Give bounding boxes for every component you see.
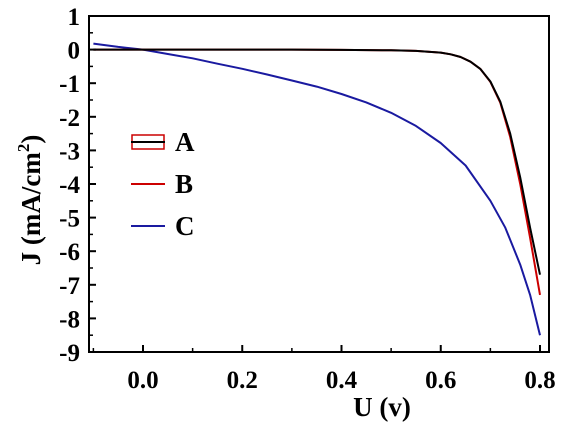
y-tick-label: -2 bbox=[59, 105, 80, 132]
y-tick-label: -9 bbox=[59, 340, 80, 367]
y-axis-title-tail: ) bbox=[16, 135, 46, 144]
y-tick-label: -1 bbox=[59, 71, 80, 98]
series-layer bbox=[93, 42, 541, 336]
y-axis-title-main: J (mA/cm bbox=[16, 152, 46, 266]
ticks-layer: 1 0 -1 -2 -3 -4 -5 -6 -7 -8 -9 0.0 0.2 0.4 0.6 0.8 bbox=[59, 4, 555, 394]
y-axis-title: J (mA/cm2) bbox=[14, 135, 46, 266]
y-tick-label: -4 bbox=[59, 172, 80, 199]
x-tick-label: 0.4 bbox=[326, 367, 358, 394]
y-tick-label: -7 bbox=[59, 273, 80, 300]
legend-label-c: C bbox=[175, 211, 195, 241]
x-tick-label: 0.0 bbox=[127, 367, 158, 394]
x-tick-label: 0.8 bbox=[524, 367, 555, 394]
legend: ABC bbox=[131, 127, 195, 241]
series-line-a bbox=[93, 48, 541, 275]
y-tick-label: -6 bbox=[59, 239, 80, 266]
y-tick-label: -5 bbox=[59, 206, 80, 233]
y-tick-label: -8 bbox=[59, 306, 80, 333]
legend-label-a: A bbox=[175, 127, 195, 157]
x-axis-title: U (v) bbox=[353, 392, 411, 422]
y-tick-label: 1 bbox=[68, 4, 81, 31]
y-tick-label: -3 bbox=[59, 138, 80, 165]
y-axis-title-sup: 2 bbox=[14, 144, 33, 153]
x-tick-label: 0.2 bbox=[227, 367, 258, 394]
x-tick-label: 0.6 bbox=[425, 367, 456, 394]
y-tick-label: 0 bbox=[68, 38, 81, 65]
series-line-c bbox=[93, 42, 541, 336]
legend-label-b: B bbox=[175, 169, 193, 199]
